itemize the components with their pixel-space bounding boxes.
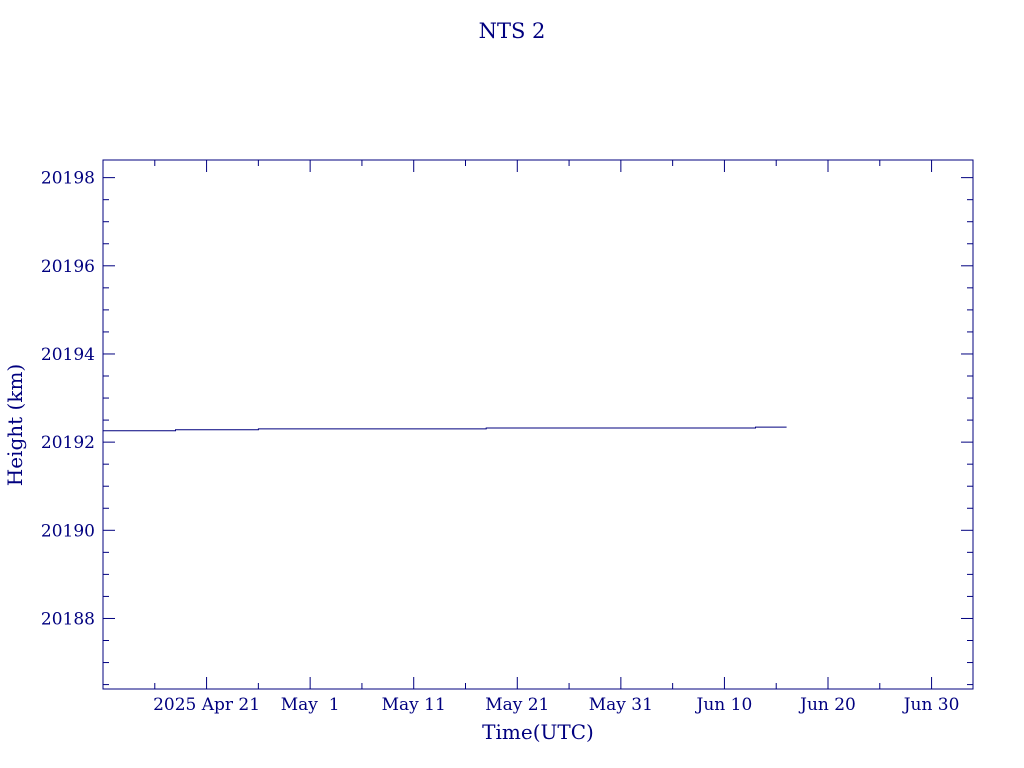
y-tick-label: 20196	[41, 257, 95, 277]
y-tick-label: 20188	[41, 609, 95, 629]
y-tick-label: 20190	[41, 521, 95, 541]
y-tick-label: 20192	[41, 433, 95, 453]
x-tick-label: Jun 20	[798, 695, 856, 715]
y-axis-label: Height (km)	[3, 364, 27, 486]
x-tick-label: May 11	[382, 695, 446, 715]
x-tick-label: Jun 10	[695, 695, 753, 715]
x-axis: 2025 Apr 21 May 1 May 11 May 21 May 31 Jun 10…	[153, 160, 959, 715]
x-tick-label: 2025 Apr 21	[153, 695, 260, 715]
series-line	[103, 426, 787, 432]
x-tick-label: May 31	[589, 695, 653, 715]
y-tick-label: 20194	[41, 345, 95, 365]
plot-frame	[102, 159, 974, 690]
y-axis: 20188 20190 20192 20194 20196 20198	[41, 169, 973, 686]
x-tick-label: Jun 30	[902, 695, 960, 715]
chart-title: NTS 2	[479, 19, 546, 43]
x-axis-label: Time(UTC)	[482, 720, 594, 744]
x-tick-label: May 1	[281, 695, 340, 715]
y-tick-label: 20198	[41, 169, 95, 189]
x-tick-label: May 21	[485, 695, 549, 715]
